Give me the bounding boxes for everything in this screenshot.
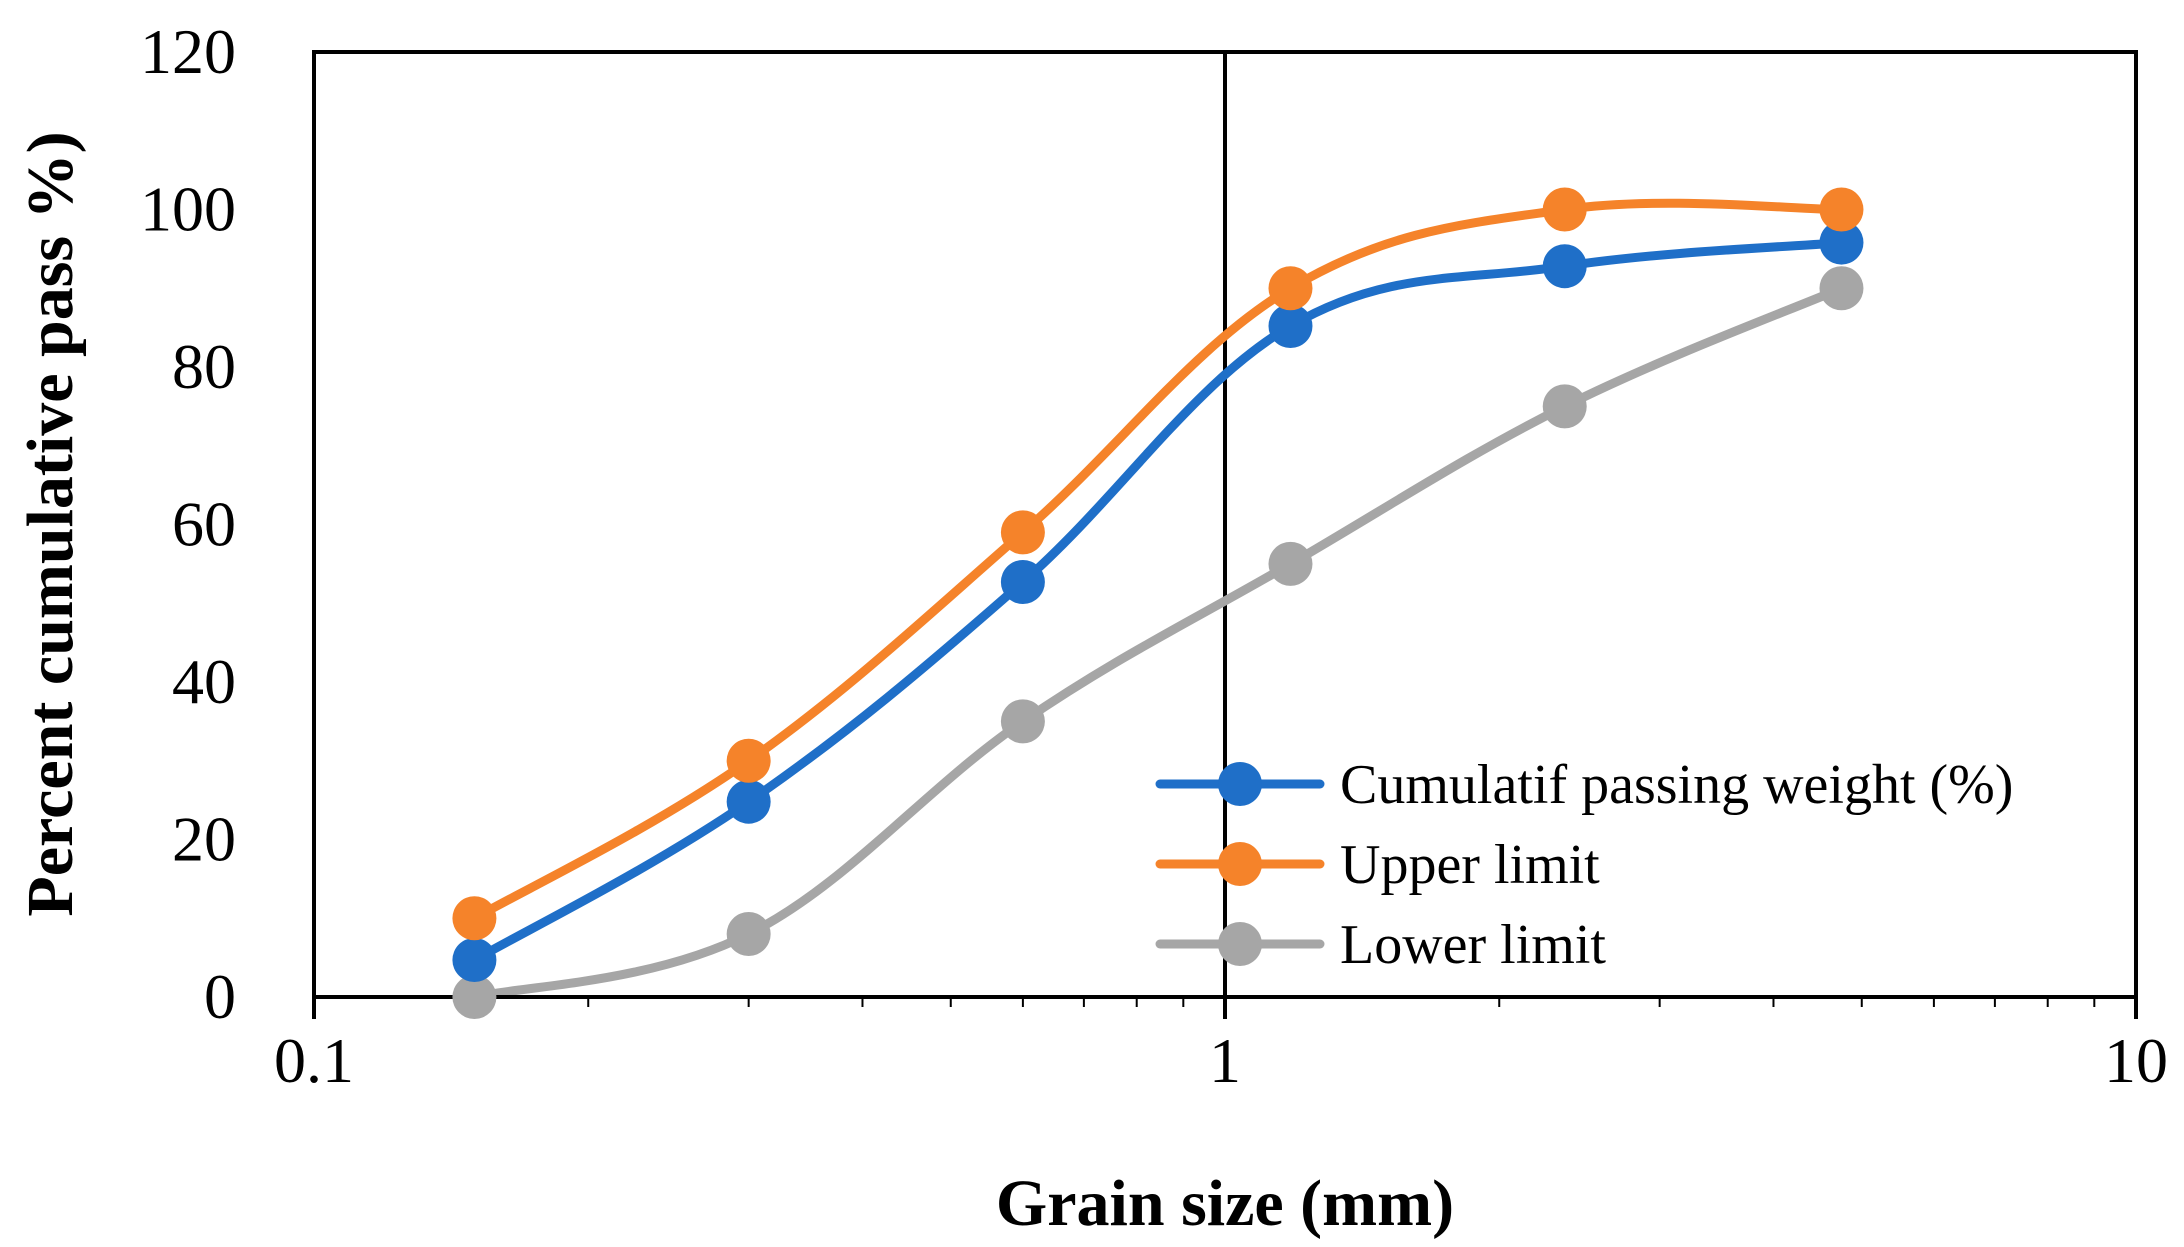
y-tick-label: 60 [172, 489, 236, 560]
data-point-cumulatif-passing-weight-0 [452, 937, 497, 982]
series-line-cumulatif-passing-weight [469, 238, 1846, 965]
legend-marker-cumulatif-passing-weight [1218, 762, 1262, 806]
data-point-cumulatif-passing-weight-5 [1819, 220, 1864, 265]
data-point-lower-limit-2 [1000, 699, 1045, 744]
x-axis-ticks: 0.1 1 10 [274, 997, 2168, 1096]
data-point-upper-limit-2 [1000, 510, 1045, 555]
data-point-cumulatif-passing-weight-3 [1268, 304, 1313, 349]
data-point-cumulatif-passing-weight-2 [1000, 559, 1045, 604]
y-tick-label: 120 [140, 16, 236, 87]
y-tick-label: 80 [172, 331, 236, 402]
y-axis-ticks: 0 20 40 60 80 100 120 [140, 16, 236, 1032]
legend-marker-upper-limit [1218, 842, 1262, 886]
data-point-lower-limit-1 [726, 912, 771, 956]
y-tick-label: 0 [204, 961, 236, 1032]
marker-layer [452, 187, 1864, 1019]
x-tick-label: 1 [1209, 1025, 1241, 1096]
y-tick-label: 100 [140, 174, 236, 245]
series-line-lower-limit [469, 283, 1846, 1002]
x-tick-label: 10 [2104, 1025, 2168, 1096]
data-point-upper-limit-5 [1819, 187, 1864, 232]
y-tick-label: 40 [172, 646, 236, 717]
data-point-cumulatif-passing-weight-4 [1542, 244, 1587, 289]
x-tick-label: 0.1 [274, 1025, 354, 1096]
data-point-lower-limit-4 [1542, 384, 1587, 429]
legend: Cumulatif passing weight (%) Upper limit L… [1155, 754, 2013, 976]
data-point-lower-limit-3 [1268, 541, 1313, 586]
data-point-lower-limit-5 [1819, 266, 1864, 311]
data-point-upper-limit-4 [1542, 187, 1587, 232]
data-point-upper-limit-0 [452, 896, 497, 941]
data-point-upper-limit-3 [1268, 266, 1313, 311]
data-point-cumulatif-passing-weight-1 [726, 779, 771, 824]
data-point-upper-limit-1 [726, 738, 771, 783]
legend-label-cumulatif-passing-weight: Cumulatif passing weight (%) [1340, 754, 2013, 816]
x-axis-title: Grain size (mm) [996, 1167, 1454, 1240]
legend-label-lower-limit: Lower limit [1340, 914, 1606, 976]
series-layer [469, 52, 1846, 1002]
data-point-lower-limit-0 [452, 975, 497, 1019]
legend-label-upper-limit: Upper limit [1340, 834, 1600, 896]
legend-marker-lower-limit [1218, 922, 1262, 966]
y-tick-label: 20 [172, 804, 236, 875]
y-axis-title: Percent cumulative pass %) [14, 131, 87, 916]
